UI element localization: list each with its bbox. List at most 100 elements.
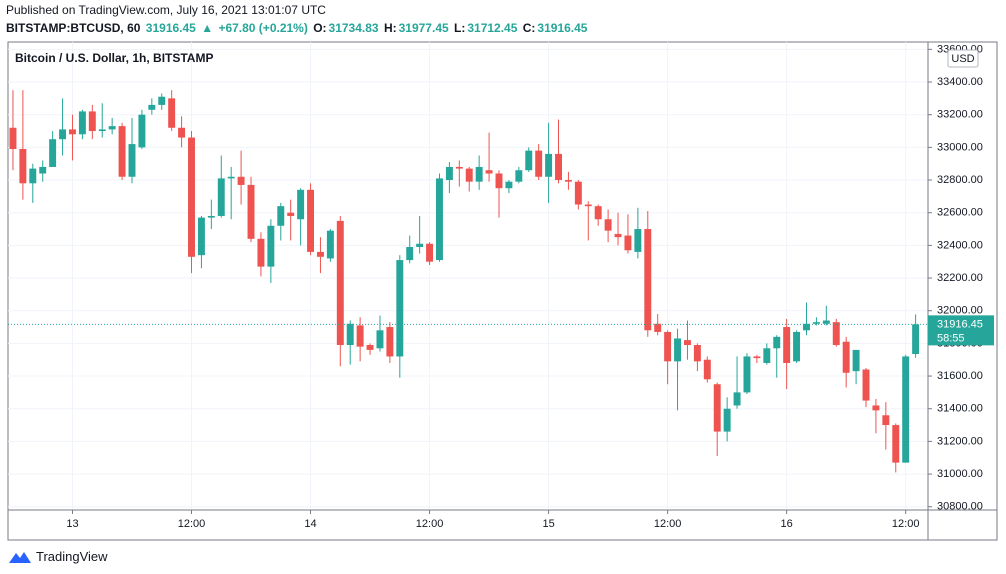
candle-body [158, 96, 166, 105]
candle-body [455, 166, 463, 169]
y-tick-label: 33000.00 [937, 141, 983, 153]
currency: USD [951, 53, 974, 65]
candle-body [604, 219, 612, 231]
candle-body [386, 327, 394, 357]
candle-body [406, 247, 414, 261]
y-tick-label: 30800.00 [937, 501, 983, 513]
currency-box [947, 49, 979, 68]
candle-body [445, 166, 453, 181]
x-tick-label: 15 [542, 518, 554, 530]
candle-body [138, 114, 146, 148]
candle-body [197, 217, 205, 256]
low-label: L: [454, 21, 466, 35]
close-label: C: [522, 21, 536, 35]
candle-body [316, 251, 324, 257]
candle-body [217, 178, 225, 216]
arrow: ▲ [201, 21, 214, 35]
candle-body [654, 323, 662, 332]
candle-body [416, 243, 424, 248]
candle-body [287, 212, 295, 216]
candle-body [644, 229, 652, 331]
candle-body [763, 348, 771, 363]
candle-body [356, 325, 364, 347]
candle-body [59, 129, 67, 140]
y-tick-label: 32200.00 [937, 272, 983, 284]
candle-body [128, 144, 136, 177]
high-value: 31977.45 [398, 21, 449, 35]
symbol: BITSTAMP:BTCUSD, 60 [6, 21, 141, 35]
candle-body [525, 150, 533, 171]
x-tick-label: 12:00 [892, 518, 920, 530]
candle-body [108, 126, 116, 130]
candle-body [118, 126, 126, 177]
candle-body [753, 356, 761, 359]
candle-body [693, 345, 701, 362]
candle-body [277, 206, 285, 226]
candle-body [148, 104, 156, 110]
open-value: 31734.83 [328, 21, 379, 35]
candle-body [237, 176, 245, 185]
candle-body [29, 168, 37, 184]
candle-body [257, 238, 265, 267]
candle-body [832, 322, 840, 346]
candle-body [307, 189, 315, 252]
close-value: 31916.45 [537, 21, 588, 35]
candle-body [664, 331, 672, 362]
y-tick-label: 33200.00 [937, 109, 983, 121]
candle-body [545, 153, 553, 177]
logo [9, 551, 31, 563]
candle-body [515, 170, 523, 182]
x-tick-label: 12:00 [654, 518, 682, 530]
candle-body [69, 129, 76, 135]
candle-body [247, 184, 255, 239]
candle-body [465, 168, 473, 182]
last-price: 31916.45 [145, 21, 196, 35]
candle-body [19, 148, 27, 184]
candle-body [822, 320, 830, 324]
candle-body [207, 215, 215, 218]
candle-body [227, 176, 235, 179]
candle-body [614, 233, 622, 238]
frame [7, 41, 998, 541]
candle-body [783, 327, 791, 363]
candle-body [713, 384, 721, 432]
candle-body [912, 324, 920, 355]
candle-body [584, 204, 592, 207]
candle-body [743, 356, 751, 393]
candle-body [882, 415, 890, 426]
y-tick-label: 32000.00 [937, 305, 983, 317]
candle-body [634, 229, 642, 252]
candle-body [594, 206, 602, 220]
candle-body [346, 323, 354, 346]
y-tick-label: 31000.00 [937, 468, 983, 480]
candle-body [475, 166, 483, 182]
candle-body [852, 349, 860, 372]
candle-body [485, 170, 493, 174]
x-tick-label: 16 [781, 518, 793, 530]
y-tick-label: 33400.00 [937, 76, 983, 88]
candle-body [178, 127, 186, 138]
candle-body [564, 180, 572, 182]
published-line: Published on TradingView.com, July 16, 2… [6, 3, 326, 17]
candle-body [49, 139, 57, 167]
candle-body [396, 260, 404, 357]
candle-body [624, 235, 632, 251]
candle-body [733, 392, 741, 406]
x-tick-label: 14 [304, 518, 316, 530]
last-price-label: 31916.45 [937, 318, 983, 330]
candle-body [426, 243, 434, 262]
y-tick-label: 31400.00 [937, 403, 983, 415]
candle-body [683, 340, 691, 346]
candle-body [9, 127, 17, 149]
candle-body [902, 356, 910, 463]
candle-body [88, 111, 96, 132]
candle-body [267, 225, 275, 267]
candle-body [336, 220, 344, 346]
open-label: O: [313, 21, 327, 35]
candle-body [674, 338, 682, 362]
candle-body [376, 330, 384, 349]
y-tick-label: 31200.00 [937, 435, 983, 447]
candle-body [535, 150, 543, 177]
brand: TradingView [36, 549, 108, 564]
candle-body [505, 181, 513, 189]
